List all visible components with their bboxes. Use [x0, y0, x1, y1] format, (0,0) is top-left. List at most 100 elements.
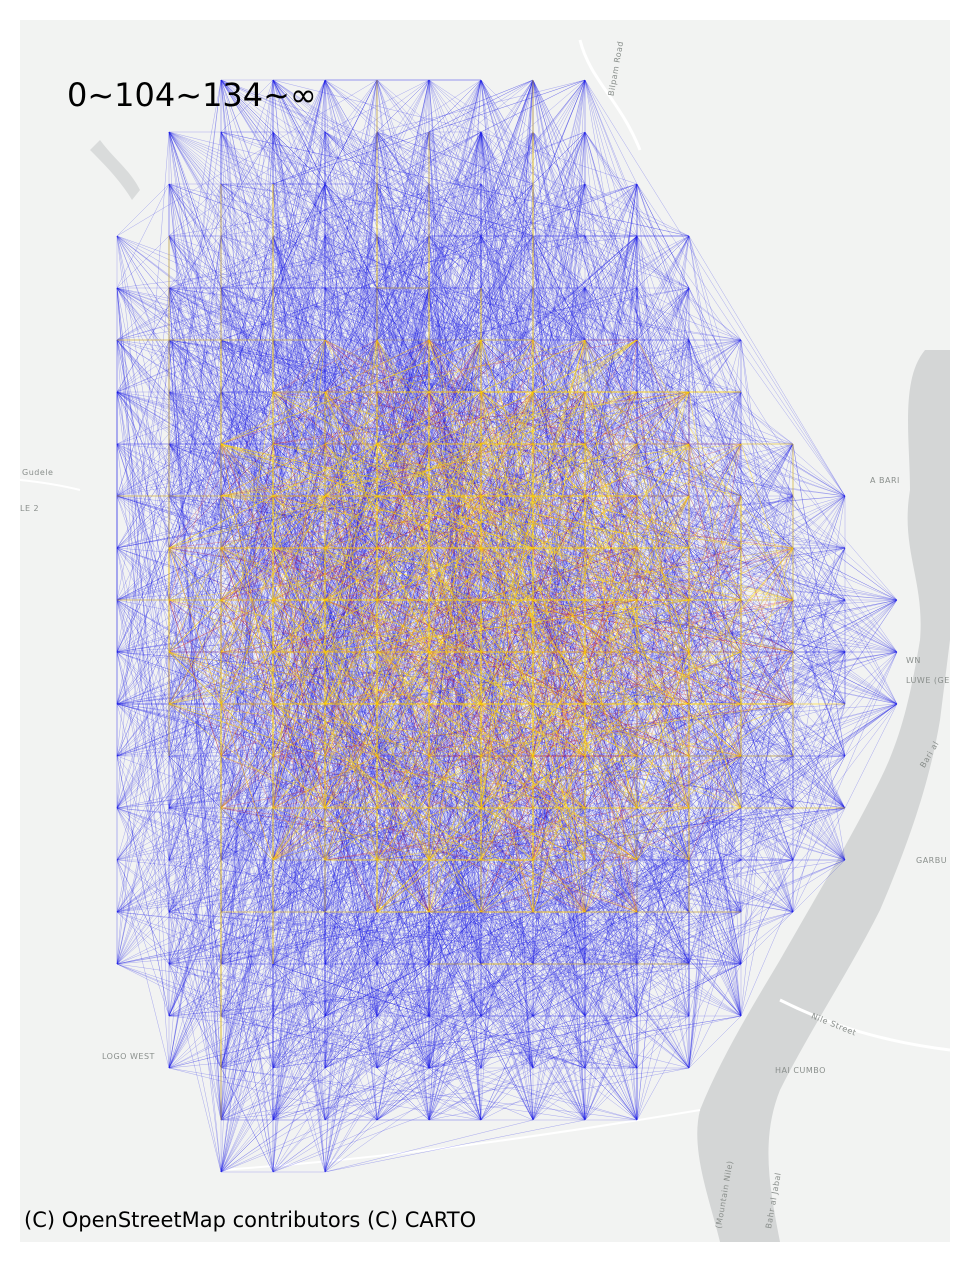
flow-map[interactable] — [20, 20, 950, 1242]
flow-line-low — [168, 183, 222, 757]
flow-line-low — [116, 651, 170, 913]
flow-line-low — [116, 807, 222, 965]
flow-line-low — [116, 859, 274, 1173]
flow-line-low — [116, 963, 482, 1121]
flow-line-low — [532, 79, 638, 341]
flow-line-low — [532, 963, 638, 1017]
flow-line-low — [272, 963, 586, 1121]
flow-line-low — [324, 1119, 534, 1173]
flow-line-low — [480, 183, 846, 757]
flow-line-low — [376, 183, 430, 289]
flow-line-low — [220, 131, 690, 237]
flow-line-low — [116, 807, 274, 913]
flow-line-low — [688, 235, 742, 445]
flow-line-low — [480, 131, 638, 185]
flow-line-low — [584, 755, 742, 1017]
flow-line-low — [428, 911, 742, 1069]
flow-line-low — [428, 235, 846, 497]
flow-line-low — [272, 235, 638, 341]
flow-line-high — [168, 703, 326, 757]
place-label-garbu: GARBU — [916, 856, 948, 865]
flow-line-low — [428, 1015, 638, 1069]
flow-line-low — [376, 807, 742, 1069]
flow-line-low — [324, 79, 794, 445]
flow-line-low — [220, 1015, 378, 1121]
flow-line-low — [168, 1067, 378, 1121]
flow-line-low — [168, 651, 222, 1173]
flow-line-low — [116, 79, 378, 237]
flow-line-low — [116, 131, 274, 653]
flow-line-low — [324, 1015, 430, 1069]
flow-line-low — [116, 651, 274, 861]
flow-line-low — [480, 1067, 534, 1121]
flow-line-high — [532, 807, 742, 861]
flow-line-low — [168, 755, 222, 965]
flow-line-low — [584, 131, 690, 497]
flow-line-low — [116, 651, 222, 1121]
flow-line-low — [324, 131, 482, 237]
flow-line-low — [272, 1067, 430, 1121]
flow-line-low — [792, 651, 898, 705]
flow-line-low — [220, 495, 378, 1017]
flow-line-low — [220, 859, 794, 1017]
flow-line-low — [116, 755, 170, 1017]
flow-line-low — [376, 131, 534, 185]
flow-line-low — [220, 183, 274, 653]
flow-line-low — [376, 183, 534, 237]
flow-line-low — [168, 79, 430, 549]
flow-line-low — [116, 911, 586, 1069]
map-frame[interactable]: Gudele LE 2 LOGO WEST HAI CUMBO GARBU LU… — [20, 20, 950, 1242]
flow-line-low — [168, 859, 586, 1017]
flow-line-low — [584, 131, 846, 549]
flow-line-low — [532, 963, 742, 1069]
flow-line-low — [116, 339, 274, 393]
flow-line-high — [532, 547, 794, 601]
flow-line-low — [220, 79, 690, 289]
flow-line-low — [272, 131, 430, 341]
flow-line-low — [220, 1015, 430, 1069]
flow-line-low — [220, 287, 274, 549]
flow-line-low — [220, 79, 690, 445]
flow-line-low — [324, 963, 534, 1121]
flow-line-low — [272, 1015, 482, 1173]
flow-line-low — [220, 131, 482, 549]
flow-line-low — [532, 235, 586, 341]
flow-line-low — [272, 79, 534, 185]
flow-line-low — [168, 235, 222, 393]
flow-line-low — [272, 183, 534, 237]
flow-line-low — [116, 755, 274, 965]
flow-line-high — [532, 703, 586, 809]
flow-line-low — [116, 131, 274, 393]
flow-line-low — [324, 1067, 378, 1121]
flow-line-low — [376, 807, 742, 1069]
flow-line-low — [584, 131, 846, 497]
flow-line-low — [168, 1015, 638, 1069]
flow-line-low — [220, 703, 274, 1173]
flow-line-low — [636, 859, 690, 913]
flow-line-low — [220, 79, 482, 497]
flow-line-low — [220, 911, 378, 1173]
flow-line-low — [220, 495, 586, 1173]
flow-line-low — [168, 339, 326, 445]
flow-line-low — [116, 547, 222, 1121]
flow-line-low — [272, 1015, 638, 1121]
flow-line-low — [116, 339, 170, 1069]
flow-line-low — [272, 79, 430, 653]
flow-line-low — [324, 963, 534, 1017]
flow-line-low — [272, 79, 326, 289]
flow-line-low — [168, 131, 534, 289]
flow-line-low — [220, 963, 690, 1069]
flow-line-low — [584, 339, 794, 497]
flow-line-low — [636, 963, 690, 1121]
flow-line-low — [480, 287, 534, 341]
flow-line-low — [168, 807, 326, 1069]
flow-line-low — [272, 755, 742, 1017]
flow-line-low — [272, 1015, 742, 1121]
flow-line-low — [168, 547, 222, 757]
flow-line-low — [324, 131, 482, 237]
flow-line-low — [168, 807, 326, 913]
flow-line-low — [220, 1067, 326, 1173]
flow-line-low — [688, 651, 846, 809]
flow-line-low — [272, 235, 326, 341]
flow-line-low — [116, 807, 690, 861]
